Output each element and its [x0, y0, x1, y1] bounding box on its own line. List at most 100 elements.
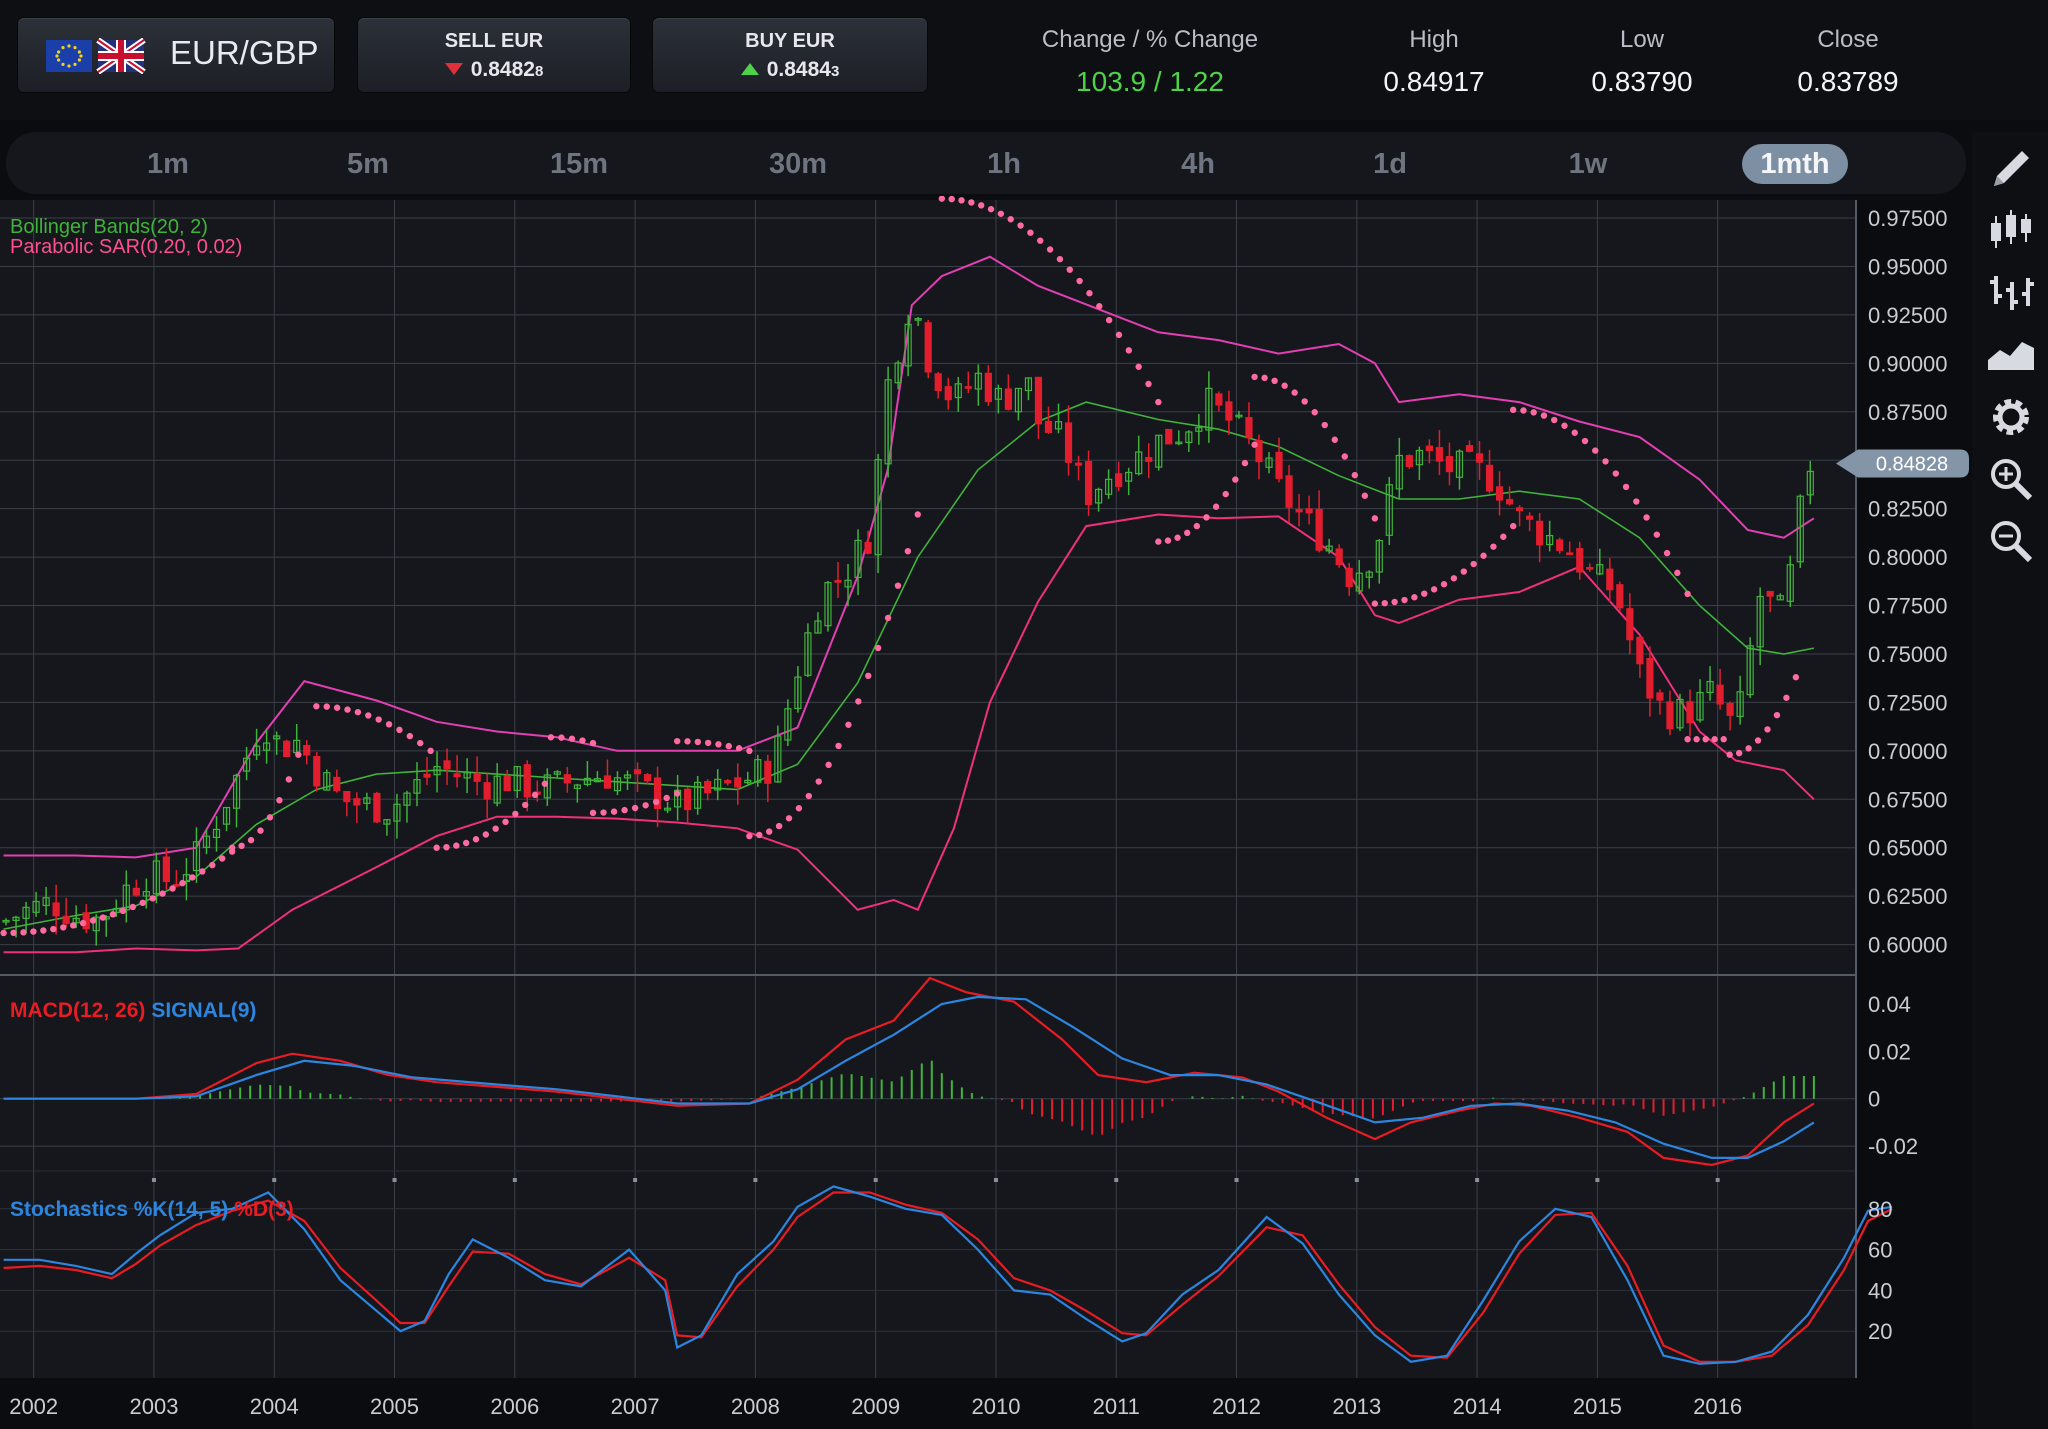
candle-body — [1516, 507, 1524, 512]
sar-dot — [1066, 266, 1073, 273]
candle-body — [1696, 691, 1704, 721]
sar-dot — [1653, 531, 1661, 538]
zoom-out-icon[interactable] — [1982, 512, 2040, 570]
sar-dot — [1174, 534, 1181, 541]
sar-dot — [40, 927, 47, 934]
stoch-k-line — [3, 1185, 1893, 1365]
candle-body — [754, 759, 762, 783]
candlestick-icon[interactable] — [1982, 202, 2040, 260]
signal-line — [3, 995, 1815, 1159]
candle-body — [1205, 387, 1213, 431]
sar-dot — [276, 797, 283, 804]
area-chart-icon[interactable] — [1982, 326, 2040, 384]
timeframe-4h[interactable]: 4h — [1181, 148, 1215, 180]
sar-dot — [99, 914, 107, 921]
x-axis-tick-label: 2009 — [851, 1394, 900, 1419]
candle-body — [413, 779, 421, 794]
buy-eur-button[interactable]: BUY EUR 0.84843 — [653, 18, 927, 92]
candle-body — [1054, 421, 1063, 430]
timeframe-5m[interactable]: 5m — [347, 148, 389, 180]
ohlc-icon[interactable] — [1982, 264, 2040, 322]
candle-body — [242, 757, 251, 772]
timeframe-30m[interactable]: 30m — [768, 148, 828, 180]
sar-dot — [914, 511, 921, 518]
candle-body — [864, 542, 872, 554]
sell-eur-button[interactable]: SELL EUR 0.84828 — [358, 18, 630, 92]
sar-dot — [1622, 483, 1630, 491]
timeframe-1h[interactable]: 1h — [987, 148, 1021, 180]
candle-body — [473, 772, 481, 782]
sar-dot — [938, 196, 946, 202]
candle-body — [313, 755, 321, 787]
sar-dot — [765, 828, 773, 835]
sar-dot — [502, 818, 509, 826]
candle-body — [1786, 564, 1794, 602]
x-axis-tick-label: 2008 — [731, 1394, 780, 1419]
candle-body — [1566, 552, 1574, 556]
candle-body — [1435, 447, 1444, 462]
sar-dot — [1096, 303, 1103, 310]
pencil-icon[interactable] — [1982, 140, 2040, 198]
sar-dot — [1301, 398, 1308, 405]
sar-dot — [443, 843, 450, 851]
sar-dot — [266, 814, 274, 821]
stoch-axis-tick-label: 80 — [1868, 1197, 1892, 1222]
candle-body — [263, 742, 271, 751]
stoch-axis-tick-label: 40 — [1868, 1278, 1892, 1303]
timeframe-1mth[interactable]: 1mth — [1742, 144, 1848, 184]
timeframe-1w[interactable]: 1w — [1568, 148, 1608, 180]
candle-body — [523, 764, 531, 798]
candle-body — [1014, 387, 1023, 413]
sar-dot — [199, 868, 206, 875]
sar-dot — [874, 644, 882, 652]
instrument-selector[interactable]: EUR/GBP — [18, 18, 334, 92]
stoch-legend: Stochastics %K(14, 5) %D(3) — [10, 1198, 294, 1221]
timeframe-1m[interactable]: 1m — [147, 148, 189, 180]
candle-body — [814, 620, 822, 634]
x-axis-tick-label: 2007 — [611, 1394, 660, 1419]
price-axis-tick-label: 0.67500 — [1868, 787, 1948, 812]
sar-dot — [1684, 590, 1691, 598]
sar-dot — [30, 928, 37, 935]
sar-dot — [1271, 377, 1278, 385]
sar-dot — [1530, 409, 1537, 416]
candle-body — [714, 778, 722, 791]
candle-body — [1726, 702, 1734, 716]
settings-icon[interactable] — [1982, 388, 2040, 446]
sar-dot — [1027, 229, 1034, 236]
price-axis-tick-label: 0.77500 — [1868, 594, 1948, 619]
candle-body — [894, 362, 902, 384]
sar-dot — [835, 742, 842, 750]
candle-body — [1375, 539, 1383, 573]
sar-dot — [541, 780, 549, 787]
sar-dot — [1421, 590, 1428, 597]
timeframe-15m[interactable]: 15m — [549, 148, 609, 180]
price-axis-tick-label: 0.75000 — [1868, 642, 1948, 667]
sar-dot — [775, 822, 783, 830]
sar-dot — [568, 735, 576, 742]
zoom-in-icon[interactable] — [1982, 450, 2040, 508]
price-down-icon — [444, 63, 463, 75]
sar-dot — [1251, 373, 1258, 381]
candle-body — [704, 781, 712, 794]
candle-body — [112, 908, 120, 913]
candle-body — [253, 745, 261, 756]
timeframe-1d[interactable]: 1d — [1373, 148, 1407, 180]
candle-body — [1766, 590, 1774, 597]
price-axis-tick-label: 0.65000 — [1868, 836, 1948, 861]
sar-dot — [894, 582, 902, 589]
sar-dot — [512, 810, 519, 818]
sar-dot — [1291, 389, 1298, 396]
stoch-dot-marker — [1715, 1178, 1720, 1182]
candle-body — [142, 891, 150, 897]
sar-dot — [547, 734, 555, 741]
price-chart[interactable]: 0.975000.950000.925000.900000.875000.850… — [0, 196, 1972, 1429]
sar-dot — [354, 708, 362, 716]
candle-body — [1485, 464, 1494, 492]
sar-dot — [1602, 458, 1609, 465]
candle-body — [52, 902, 60, 917]
candle-body — [734, 777, 742, 788]
stoch-dot-marker — [1354, 1178, 1359, 1182]
candle-body — [323, 772, 331, 791]
sar-dot — [1720, 736, 1727, 743]
